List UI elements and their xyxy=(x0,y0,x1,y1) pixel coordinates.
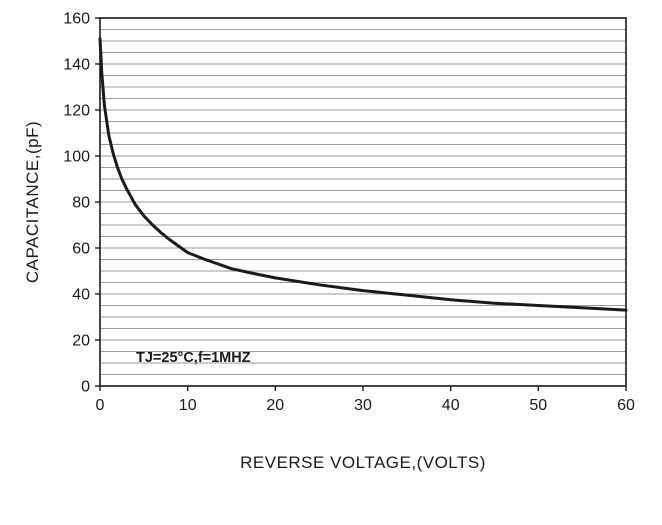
x-tick-label: 50 xyxy=(529,397,547,414)
y-tick-label: 160 xyxy=(63,11,90,28)
y-tick-label: 80 xyxy=(72,195,90,212)
x-axis-title: REVERSE VOLTAGE,(VOLTS) xyxy=(240,453,486,472)
tick-label-layer: 0 10 20 30 40 50 60 0 20 40 60 80 100 120 140 160 xyxy=(63,11,635,415)
y-tick-label: 20 xyxy=(72,333,90,350)
y-tick-label: 100 xyxy=(63,149,90,166)
y-tick-label: 140 xyxy=(63,57,90,74)
capacitance-curve xyxy=(98,37,628,312)
x-tick-label: 20 xyxy=(266,397,284,414)
plot-frame xyxy=(99,17,627,387)
x-tick-label: 0 xyxy=(96,397,105,414)
x-tick-label: 60 xyxy=(617,397,635,414)
tick-layer xyxy=(95,17,627,391)
y-tick-label: 40 xyxy=(72,287,90,304)
plot-frame-layer xyxy=(99,17,627,387)
x-tick-label: 30 xyxy=(354,397,372,414)
x-tick-label: 10 xyxy=(179,397,197,414)
gridline-layer xyxy=(100,29,626,375)
y-axis-title: CAPACITANCE,(pF) xyxy=(23,121,42,283)
y-tick-label: 60 xyxy=(72,241,90,258)
y-tick-label: 120 xyxy=(63,103,90,120)
y-tick-label: 0 xyxy=(81,379,90,396)
conditions-annotation: TJ=25°C,f=1MHZ xyxy=(136,350,251,366)
x-tick-label: 40 xyxy=(442,397,460,414)
curve-layer xyxy=(98,37,628,312)
